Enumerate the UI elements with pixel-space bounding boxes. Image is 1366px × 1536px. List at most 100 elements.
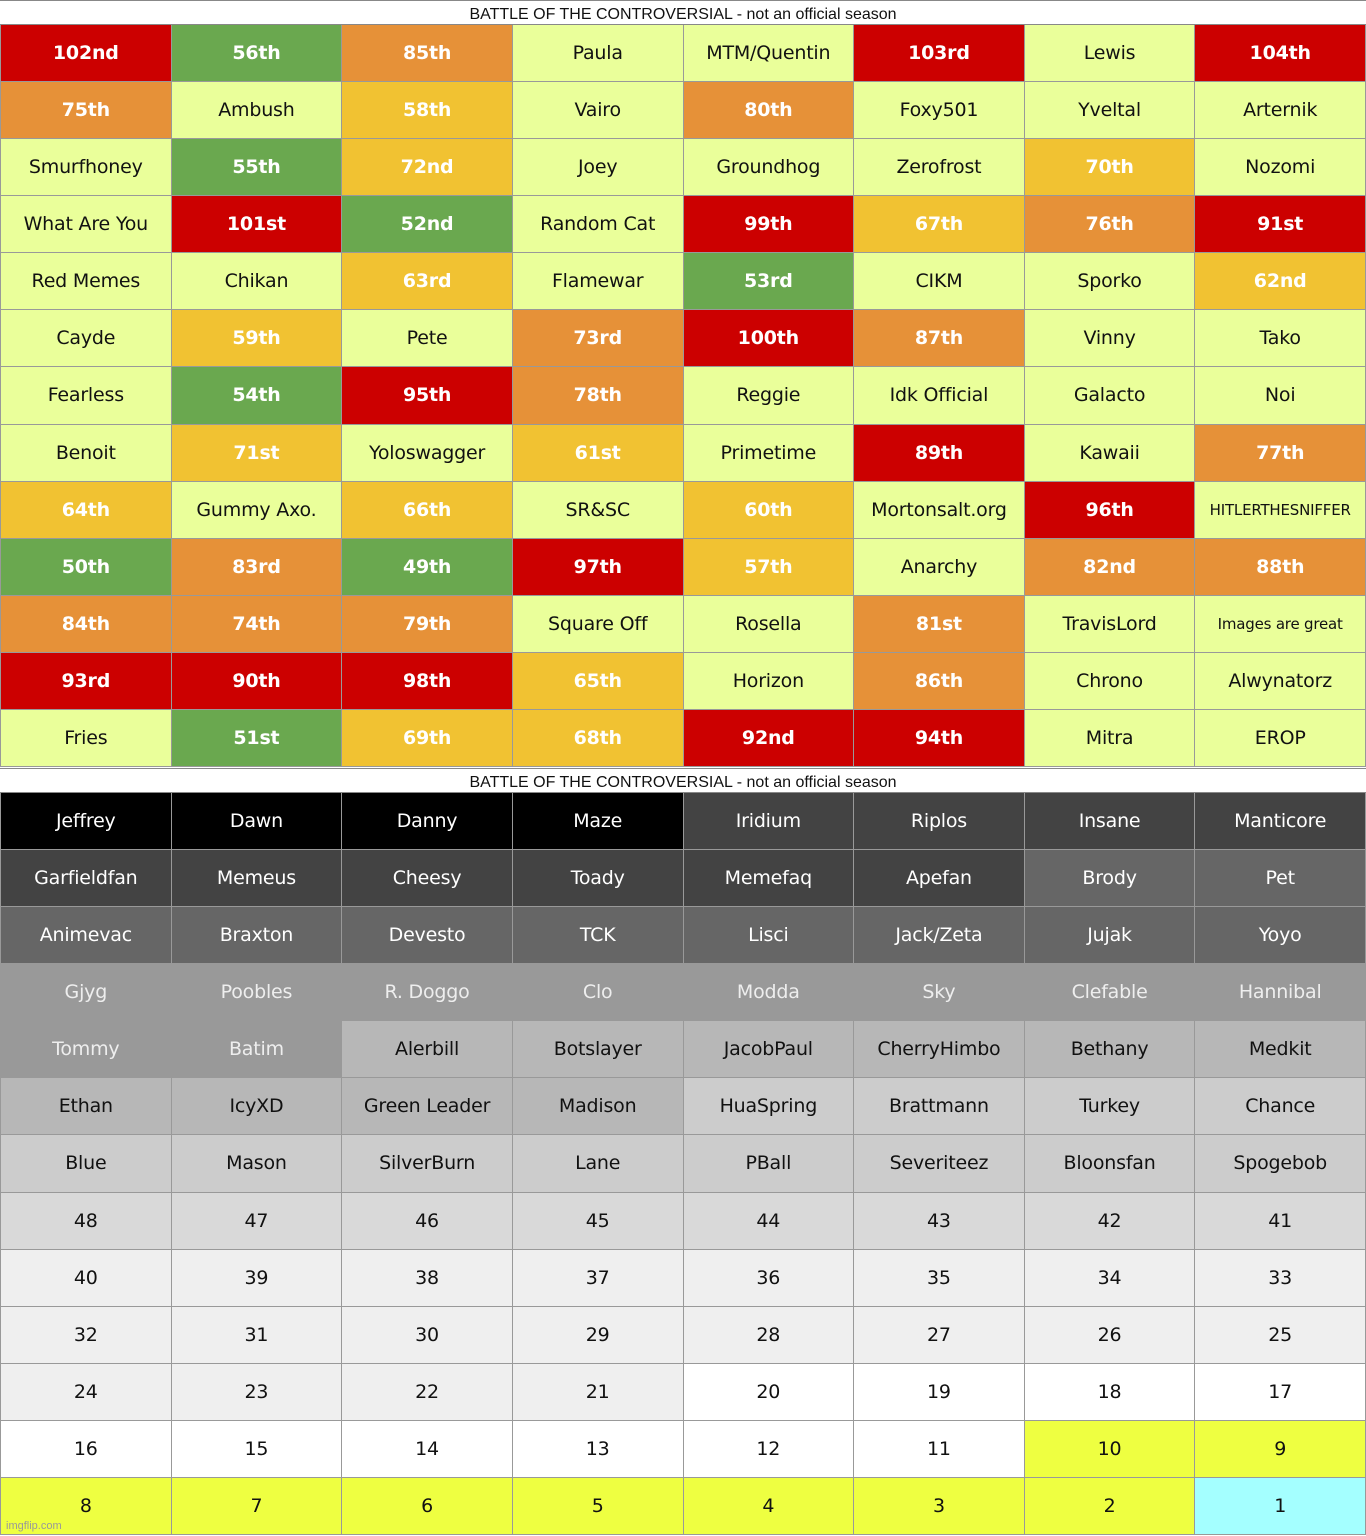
cell: 35 <box>854 1249 1024 1306</box>
cell: Vairo <box>512 82 683 139</box>
cell: 59th <box>171 310 342 367</box>
cell: 79th <box>342 595 512 652</box>
cell: Ambush <box>171 82 342 139</box>
cell: Gummy Axo. <box>171 481 342 538</box>
cell: 66th <box>342 481 512 538</box>
cell: 3 <box>854 1477 1024 1534</box>
cell: Turkey <box>1024 1078 1195 1135</box>
cell: 29 <box>512 1306 683 1363</box>
cell: TravisLord <box>1024 595 1195 652</box>
cell: Anarchy <box>854 538 1024 595</box>
cell: 90th <box>171 652 342 709</box>
cell: Jujak <box>1024 907 1195 964</box>
cell: HuaSpring <box>683 1078 854 1135</box>
cell: 20 <box>683 1363 854 1420</box>
cell: 50th <box>1 538 171 595</box>
cell: 41 <box>1195 1192 1365 1249</box>
cell: 99th <box>683 196 854 253</box>
cell: 18 <box>1024 1363 1195 1420</box>
cell: 2 <box>1024 1477 1195 1534</box>
cell: 45 <box>512 1192 683 1249</box>
cell: JacobPaul <box>683 1021 854 1078</box>
cell: Arternik <box>1195 82 1365 139</box>
cell: Dawn <box>171 793 342 850</box>
cell: 15 <box>171 1420 342 1477</box>
cell: 72nd <box>342 139 512 196</box>
cell: 16 <box>1 1420 171 1477</box>
cell: Modda <box>683 964 854 1021</box>
grid: Jeffrey Dawn Danny Maze Iridium Riplos Insane M… <box>0 793 1366 1535</box>
cell: 6 <box>342 1477 512 1534</box>
cell: 23 <box>171 1363 342 1420</box>
cell: Reggie <box>683 367 854 424</box>
cell: 27 <box>854 1306 1024 1363</box>
cell: 92nd <box>683 709 854 766</box>
cell: 61st <box>512 424 683 481</box>
cell: 84th <box>1 595 171 652</box>
cell: 48 <box>1 1192 171 1249</box>
cell: 26 <box>1024 1306 1195 1363</box>
cell: Gjyg <box>1 964 171 1021</box>
cell: IcyXD <box>171 1078 342 1135</box>
cell: 85th <box>342 25 512 82</box>
cell: Jeffrey <box>1 793 171 850</box>
cell: 89th <box>854 424 1024 481</box>
cell: 4 <box>683 1477 854 1534</box>
cell: 53rd <box>683 253 854 310</box>
cell: SilverBurn <box>342 1135 512 1192</box>
grid: 102nd 56th 85th Paula MTM/Quentin 103rd Lewis 1… <box>0 25 1366 767</box>
cell: Ethan <box>1 1078 171 1135</box>
cell: MTM/Quentin <box>683 25 854 82</box>
cell: 38 <box>342 1249 512 1306</box>
cell: 43 <box>854 1192 1024 1249</box>
cell: 93rd <box>1 652 171 709</box>
cell: EROP <box>1195 709 1365 766</box>
cell: 12 <box>683 1420 854 1477</box>
cell: Chance <box>1195 1078 1365 1135</box>
cell: 34 <box>1024 1249 1195 1306</box>
cell: 75th <box>1 82 171 139</box>
cell: Danny <box>342 793 512 850</box>
cell: Blue <box>1 1135 171 1192</box>
cell: 88th <box>1195 538 1365 595</box>
cell: Horizon <box>683 652 854 709</box>
cell: Tommy <box>1 1021 171 1078</box>
cell: 67th <box>854 196 1024 253</box>
cell: 42 <box>1024 1192 1195 1249</box>
cell: 22 <box>342 1363 512 1420</box>
cell: 28 <box>683 1306 854 1363</box>
cell: Square Off <box>512 595 683 652</box>
cell: 94th <box>854 709 1024 766</box>
watermark: imgflip.com <box>6 1520 62 1532</box>
cell: 47 <box>171 1192 342 1249</box>
cell: Random Cat <box>512 196 683 253</box>
cell: 5 <box>512 1477 683 1534</box>
cell: Vinny <box>1024 310 1195 367</box>
cell: 46 <box>342 1192 512 1249</box>
cell: 37 <box>512 1249 683 1306</box>
cell: 25 <box>1195 1306 1365 1363</box>
cell: 83rd <box>171 538 342 595</box>
cell: Chikan <box>171 253 342 310</box>
cell: 36 <box>683 1249 854 1306</box>
cell: CIKM <box>854 253 1024 310</box>
cell: Noi <box>1195 367 1365 424</box>
cell: 9 <box>1195 1420 1365 1477</box>
cell: 54th <box>171 367 342 424</box>
cell: Mitra <box>1024 709 1195 766</box>
cell: HITLERTHESNIFFER <box>1195 481 1365 538</box>
cell: Yveltal <box>1024 82 1195 139</box>
cell: 21 <box>512 1363 683 1420</box>
cell: 40 <box>1 1249 171 1306</box>
cell: 1 <box>1195 1477 1365 1534</box>
cell: Primetime <box>683 424 854 481</box>
cell: 98th <box>342 652 512 709</box>
cell: Alerbill <box>342 1021 512 1078</box>
cell: Severiteez <box>854 1135 1024 1192</box>
cell: Green Leader <box>342 1078 512 1135</box>
cell: 64th <box>1 481 171 538</box>
cell: 100th <box>683 310 854 367</box>
cell: 82nd <box>1024 538 1195 595</box>
table-top: BATTLE OF THE CONTROVERSIAL - not an off… <box>0 0 1366 767</box>
